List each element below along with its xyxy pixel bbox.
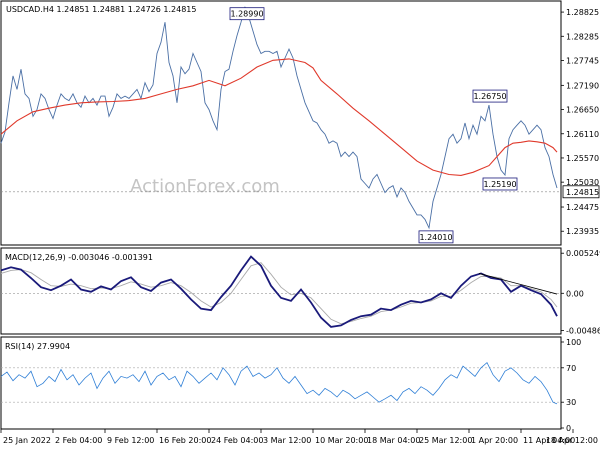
price-axis-tick-label: 1.26110 xyxy=(566,130,599,139)
price-annotation-label: 1.28990 xyxy=(230,10,263,19)
rsi-axis-tick-label: 70 xyxy=(566,364,576,373)
price-annotation-box xyxy=(418,230,454,244)
macd-series-lines xyxy=(0,255,561,328)
price-axis-tick-label: 1.28285 xyxy=(566,32,599,41)
macd-signal-line xyxy=(0,262,558,325)
price-annotation-box xyxy=(482,177,518,191)
macd-axis-ticks: 0.005249 0.00 -0.004865 xyxy=(561,249,600,335)
price-annotation-box xyxy=(472,89,508,103)
rsi-axis-tick-label: 30 xyxy=(566,398,576,407)
macd-axis-tick-label: -0.004865 xyxy=(566,326,600,335)
time-axis-tick-label: 9 Feb 12:00 xyxy=(107,436,154,445)
macd-axis-tick-label: 0.005249 xyxy=(566,249,600,258)
macd-label: MACD(12,26,9) -0.003046 -0.001391 xyxy=(5,253,153,262)
time-axis-tick-label: 24 Feb 04:00 xyxy=(211,436,263,445)
price-axis-ticks: 1.28825 1.28285 1.27745 1.27190 1.26650 1.261… xyxy=(561,8,599,236)
price-panel-frame xyxy=(0,0,562,246)
rsi-levels xyxy=(1,367,561,403)
price-axis-tick-label: 1.23935 xyxy=(566,227,599,236)
price-series-line xyxy=(0,5,558,230)
macd-trendline xyxy=(478,273,558,295)
price-panel-title: USDCAD.H4 1.24851 1.24881 1.24726 1.2481… xyxy=(6,5,196,14)
rsi-axis-tick-label: 0 xyxy=(566,424,571,433)
ohlc-label: 1.24851 1.24881 1.24726 1.24815 xyxy=(57,5,197,14)
watermark: ActionForex.com xyxy=(130,176,280,197)
macd-panel: MACD(12,26,9) -0.003046 -0.001391 0.0052… xyxy=(0,247,600,335)
price-annotations: 1.28990 1.26750 1.25190 1.24010 xyxy=(229,7,518,244)
moving-average-line xyxy=(0,58,558,176)
time-axis-tick-label: 1 Apr 20:00 xyxy=(471,436,518,445)
price-annotation-label: 1.26750 xyxy=(473,92,506,101)
price-axis-tick-label: 1.25570 xyxy=(566,154,599,163)
macd-panel-frame xyxy=(0,247,562,335)
current-price-box xyxy=(562,185,600,199)
time-axis-tick-label: 18 Mar 04:00 xyxy=(367,436,420,445)
time-axis-tick-label: 11 Apr 04:00 xyxy=(523,436,575,445)
price-annotation-box xyxy=(229,7,265,21)
price-axis-tick-label: 1.26650 xyxy=(566,106,599,115)
time-axis-tick-label: 10 Mar 20:00 xyxy=(315,436,368,445)
rsi-axis-tick-label: 100 xyxy=(566,338,581,347)
rsi-label: RSI(14) 27.9904 xyxy=(5,342,70,351)
rsi-series-line xyxy=(0,361,558,405)
time-axis-tick-label: 25 Jan 2022 xyxy=(3,436,51,445)
price-series-lines xyxy=(0,5,558,230)
price-annotation-label: 1.24010 xyxy=(419,233,452,242)
macd-main-line xyxy=(0,255,558,328)
price-axis-tick-label: 1.25030 xyxy=(566,178,599,187)
price-annotation-label: 1.25190 xyxy=(483,180,516,189)
price-axis-tick-label: 1.27190 xyxy=(566,81,599,90)
price-axis-tick-label: 1.24475 xyxy=(566,203,599,212)
price-axis-tick-label: 1.28825 xyxy=(566,8,599,17)
price-panel: USDCAD.H4 1.24851 1.24881 1.24726 1.2481… xyxy=(0,0,600,246)
rsi-panel-frame xyxy=(0,336,562,430)
rsi-panel: RSI(14) 27.9904 100 70 30 0 xyxy=(0,336,581,433)
current-price-text: 1.24815 xyxy=(566,188,599,197)
price-axis-tick-label: 1.27745 xyxy=(566,56,599,65)
time-axis: 25 Jan 2022 2 Feb 04:00 9 Feb 12:00 16 Feb … xyxy=(0,429,598,445)
time-axis-tick-label: 16 Feb 20:00 xyxy=(159,436,211,445)
macd-axis-tick-label: 0.00 xyxy=(566,289,584,298)
rsi-axis-ticks: 100 70 30 0 xyxy=(561,338,581,433)
symbol-label: USDCAD.H4 xyxy=(6,5,54,14)
time-axis-tick-label: 3 Mar 12:00 xyxy=(263,436,311,445)
time-axis-tick-label: 25 Mar 12:00 xyxy=(419,436,472,445)
time-axis-tick-label: 18 Apr 12:00 xyxy=(546,436,598,445)
time-axis-tick-label: 2 Feb 04:00 xyxy=(55,436,102,445)
rsi-series-lines xyxy=(0,361,558,405)
